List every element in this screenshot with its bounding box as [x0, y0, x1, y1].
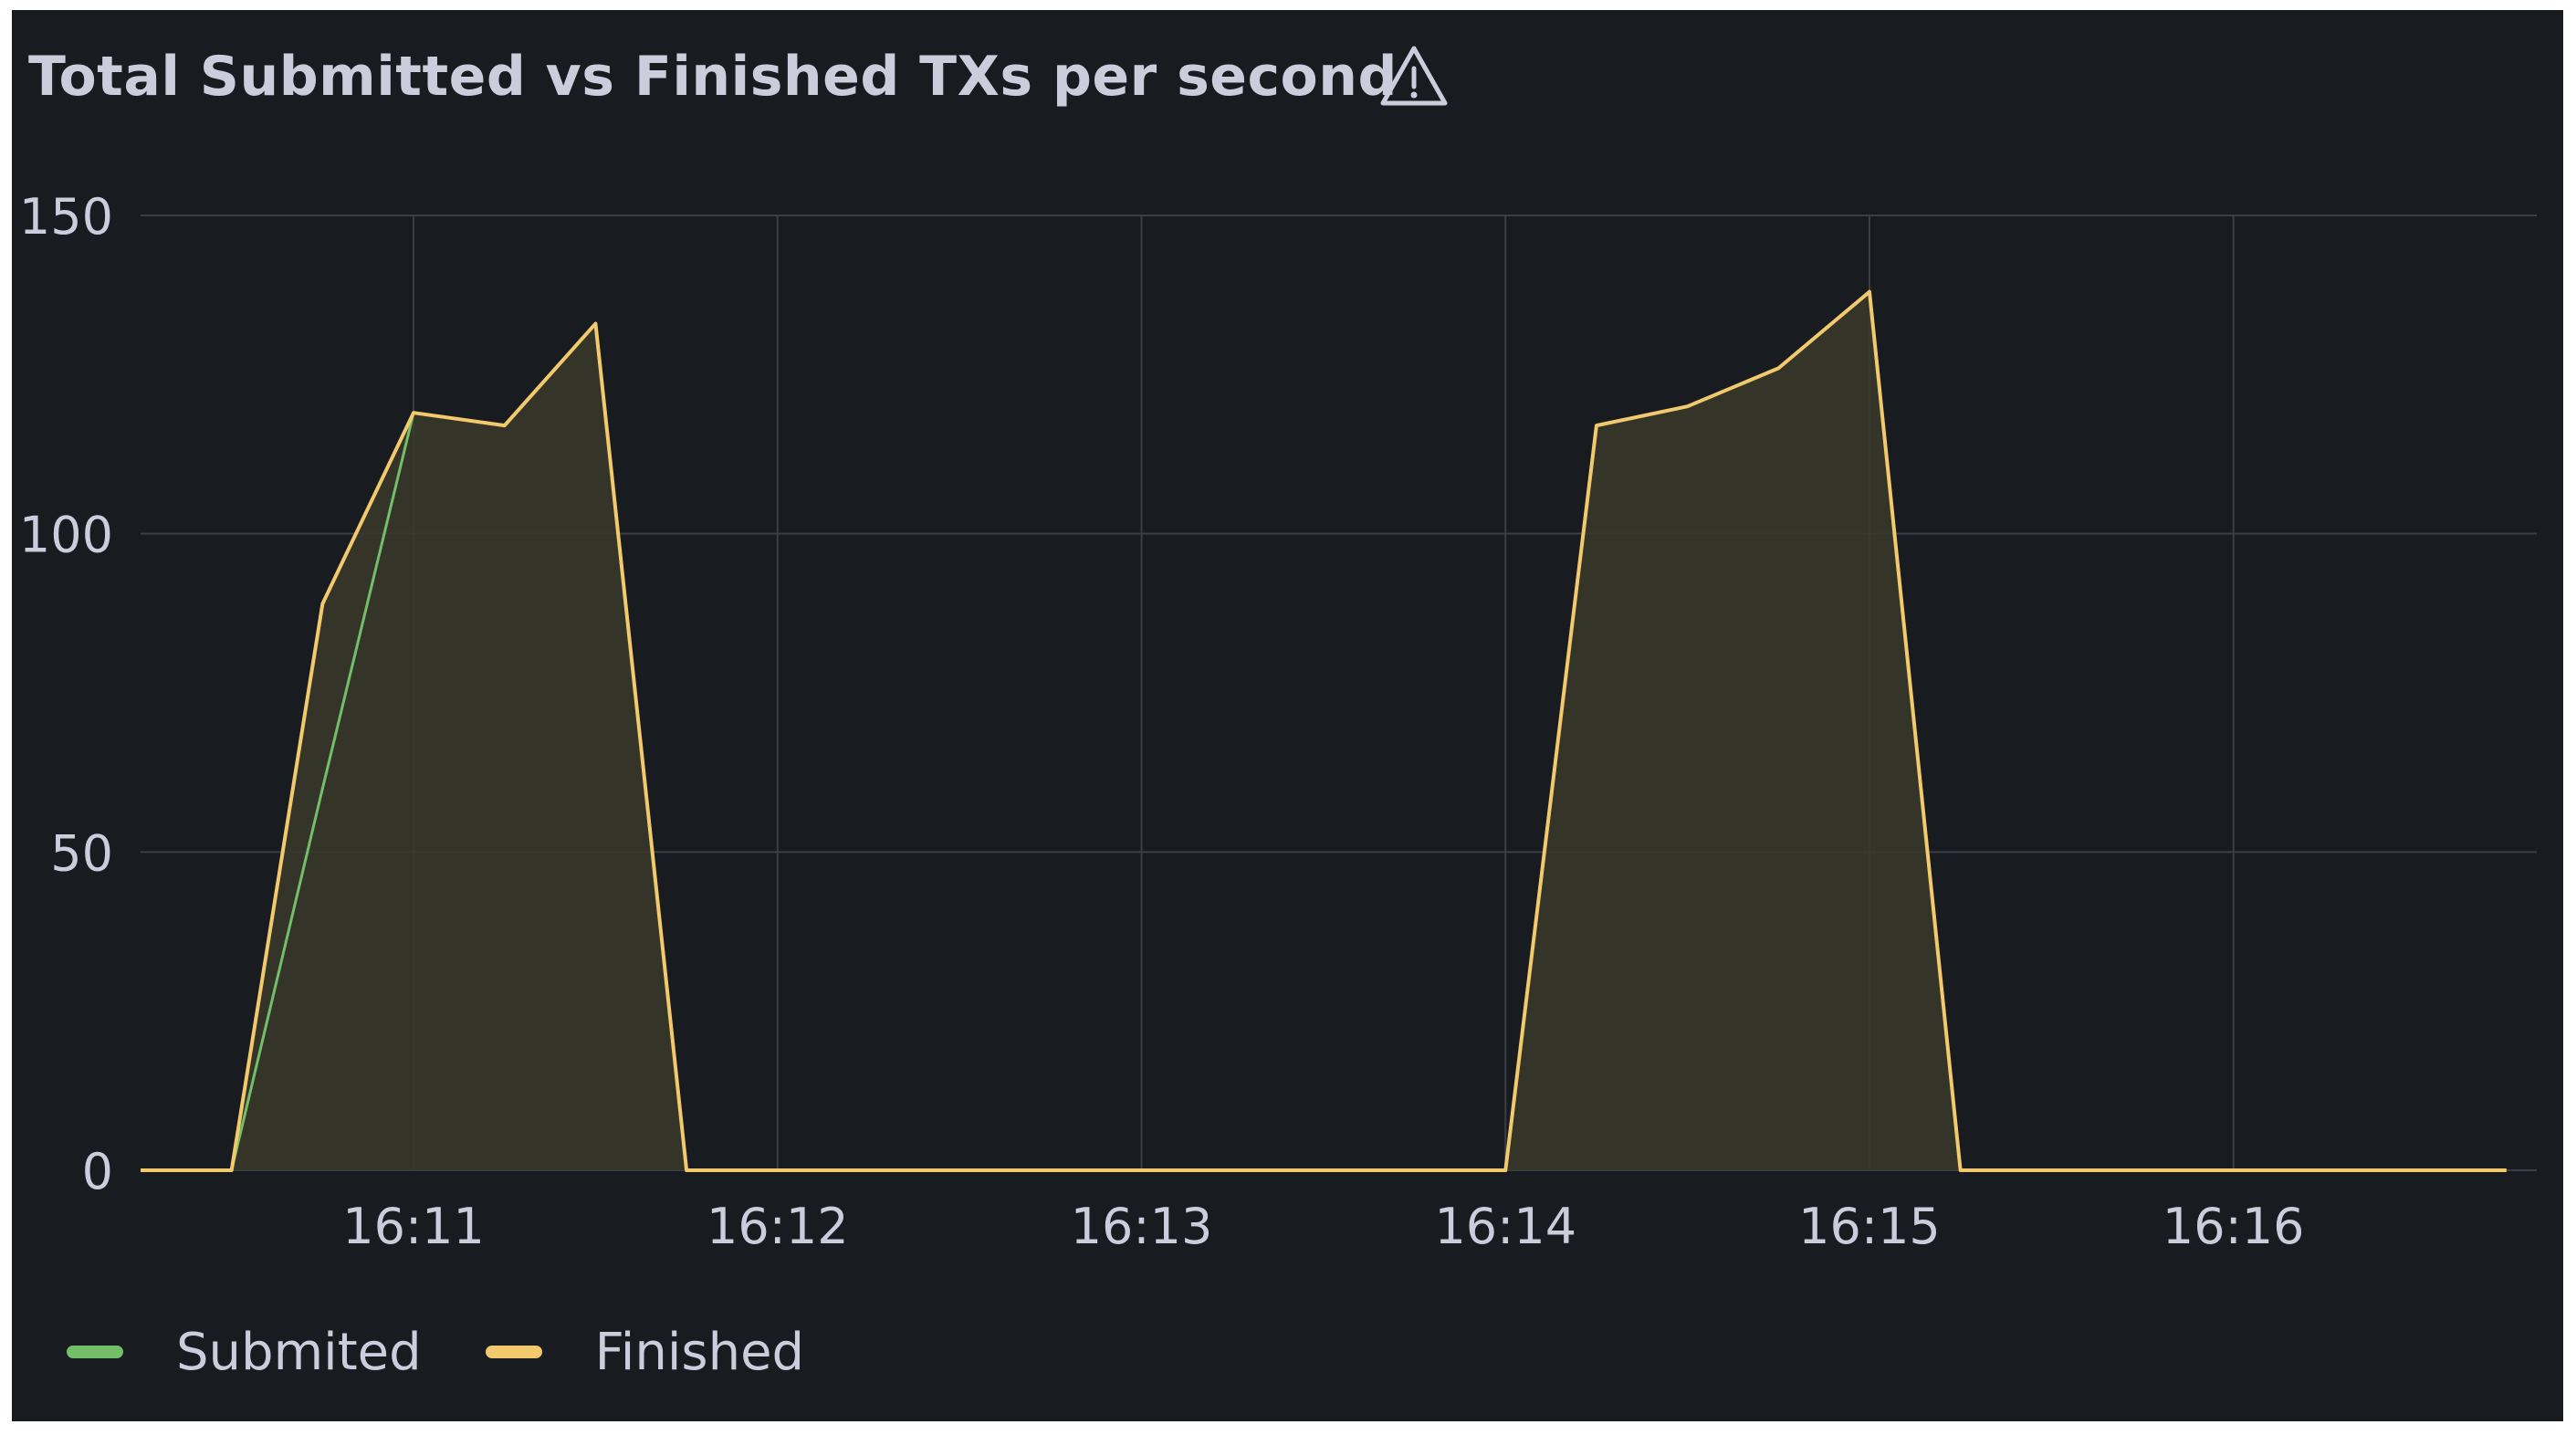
legend-swatch	[67, 1346, 123, 1358]
y-tick-label: 0	[82, 1143, 113, 1200]
legend-label: Submited	[176, 1322, 422, 1382]
panel-title: Total Submitted vs Finished TXs per seco…	[28, 45, 1398, 109]
y-tick-label: 50	[50, 824, 113, 882]
time-series-plot: 0 50 100 150 16:11 16:12 16:13 16:14 16:15 16:16	[19, 188, 2537, 1255]
legend: Submited Finished	[67, 1315, 868, 1388]
x-tick-label: 16:14	[1434, 1198, 1576, 1255]
x-tick-label: 16:13	[1071, 1198, 1213, 1255]
panel-header: Total Submitted vs Finished TXs per seco…	[12, 10, 2563, 147]
legend-label: Finished	[594, 1322, 805, 1382]
y-tick-label: 150	[19, 188, 113, 246]
warning-triangle-icon[interactable]	[1377, 43, 1450, 109]
legend-item-submited[interactable]: Submited	[67, 1323, 422, 1382]
finished-area	[141, 291, 2507, 1170]
legend-swatch	[485, 1346, 542, 1358]
x-tick-label: 16:15	[1798, 1198, 1941, 1255]
legend-item-finished[interactable]: Finished	[485, 1322, 805, 1382]
series-line-finished	[141, 289, 2507, 1172]
y-tick-label: 100	[19, 507, 113, 564]
x-tick-label: 16:16	[2162, 1198, 2305, 1255]
x-tick-label: 16:12	[707, 1198, 849, 1255]
chart-panel: Total Submitted vs Finished TXs per seco…	[12, 10, 2563, 1421]
x-tick-label: 16:11	[342, 1198, 485, 1255]
